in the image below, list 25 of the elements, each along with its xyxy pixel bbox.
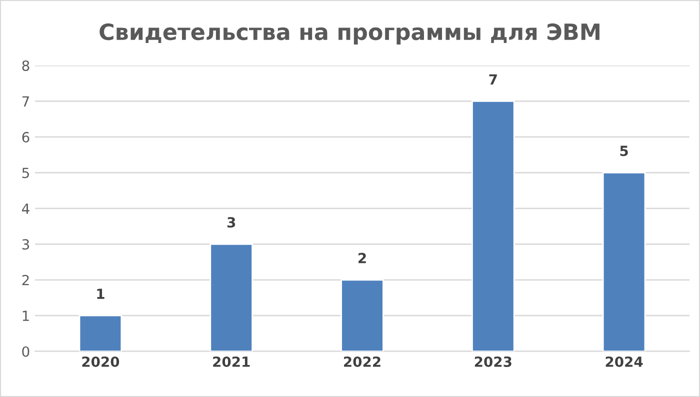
x-tick-label: 2022 (344, 356, 380, 367)
bar (78, 314, 122, 352)
y-tick-label: 6 (22, 132, 30, 142)
y-tick-label: 7 (22, 96, 29, 107)
x-tick-label: 2021 (213, 356, 250, 367)
y-tick-label: 0 (22, 346, 30, 357)
y-tick-label: 3 (22, 239, 30, 250)
data-label: 7 (489, 74, 497, 84)
x-tick-label: 2023 (474, 356, 512, 367)
y-tick-label: 5 (22, 168, 29, 178)
chart-title: Свидетельства на программы для ЭВМ (100, 23, 600, 44)
data-label: 3 (227, 217, 236, 228)
bar (602, 172, 646, 352)
bar (472, 100, 515, 352)
data-label: 2 (358, 252, 366, 264)
bar (340, 279, 384, 352)
y-tick-label: 2 (22, 274, 29, 286)
bar (210, 243, 253, 352)
x-tick-label: 2024 (606, 356, 643, 367)
y-tick-label: 8 (22, 60, 30, 71)
y-tick-label: 4 (22, 204, 30, 214)
data-label: 5 (620, 146, 628, 156)
x-tick-label: 2020 (82, 356, 120, 367)
y-tick-label: 1 (22, 310, 29, 321)
data-label: 1 (97, 288, 104, 299)
